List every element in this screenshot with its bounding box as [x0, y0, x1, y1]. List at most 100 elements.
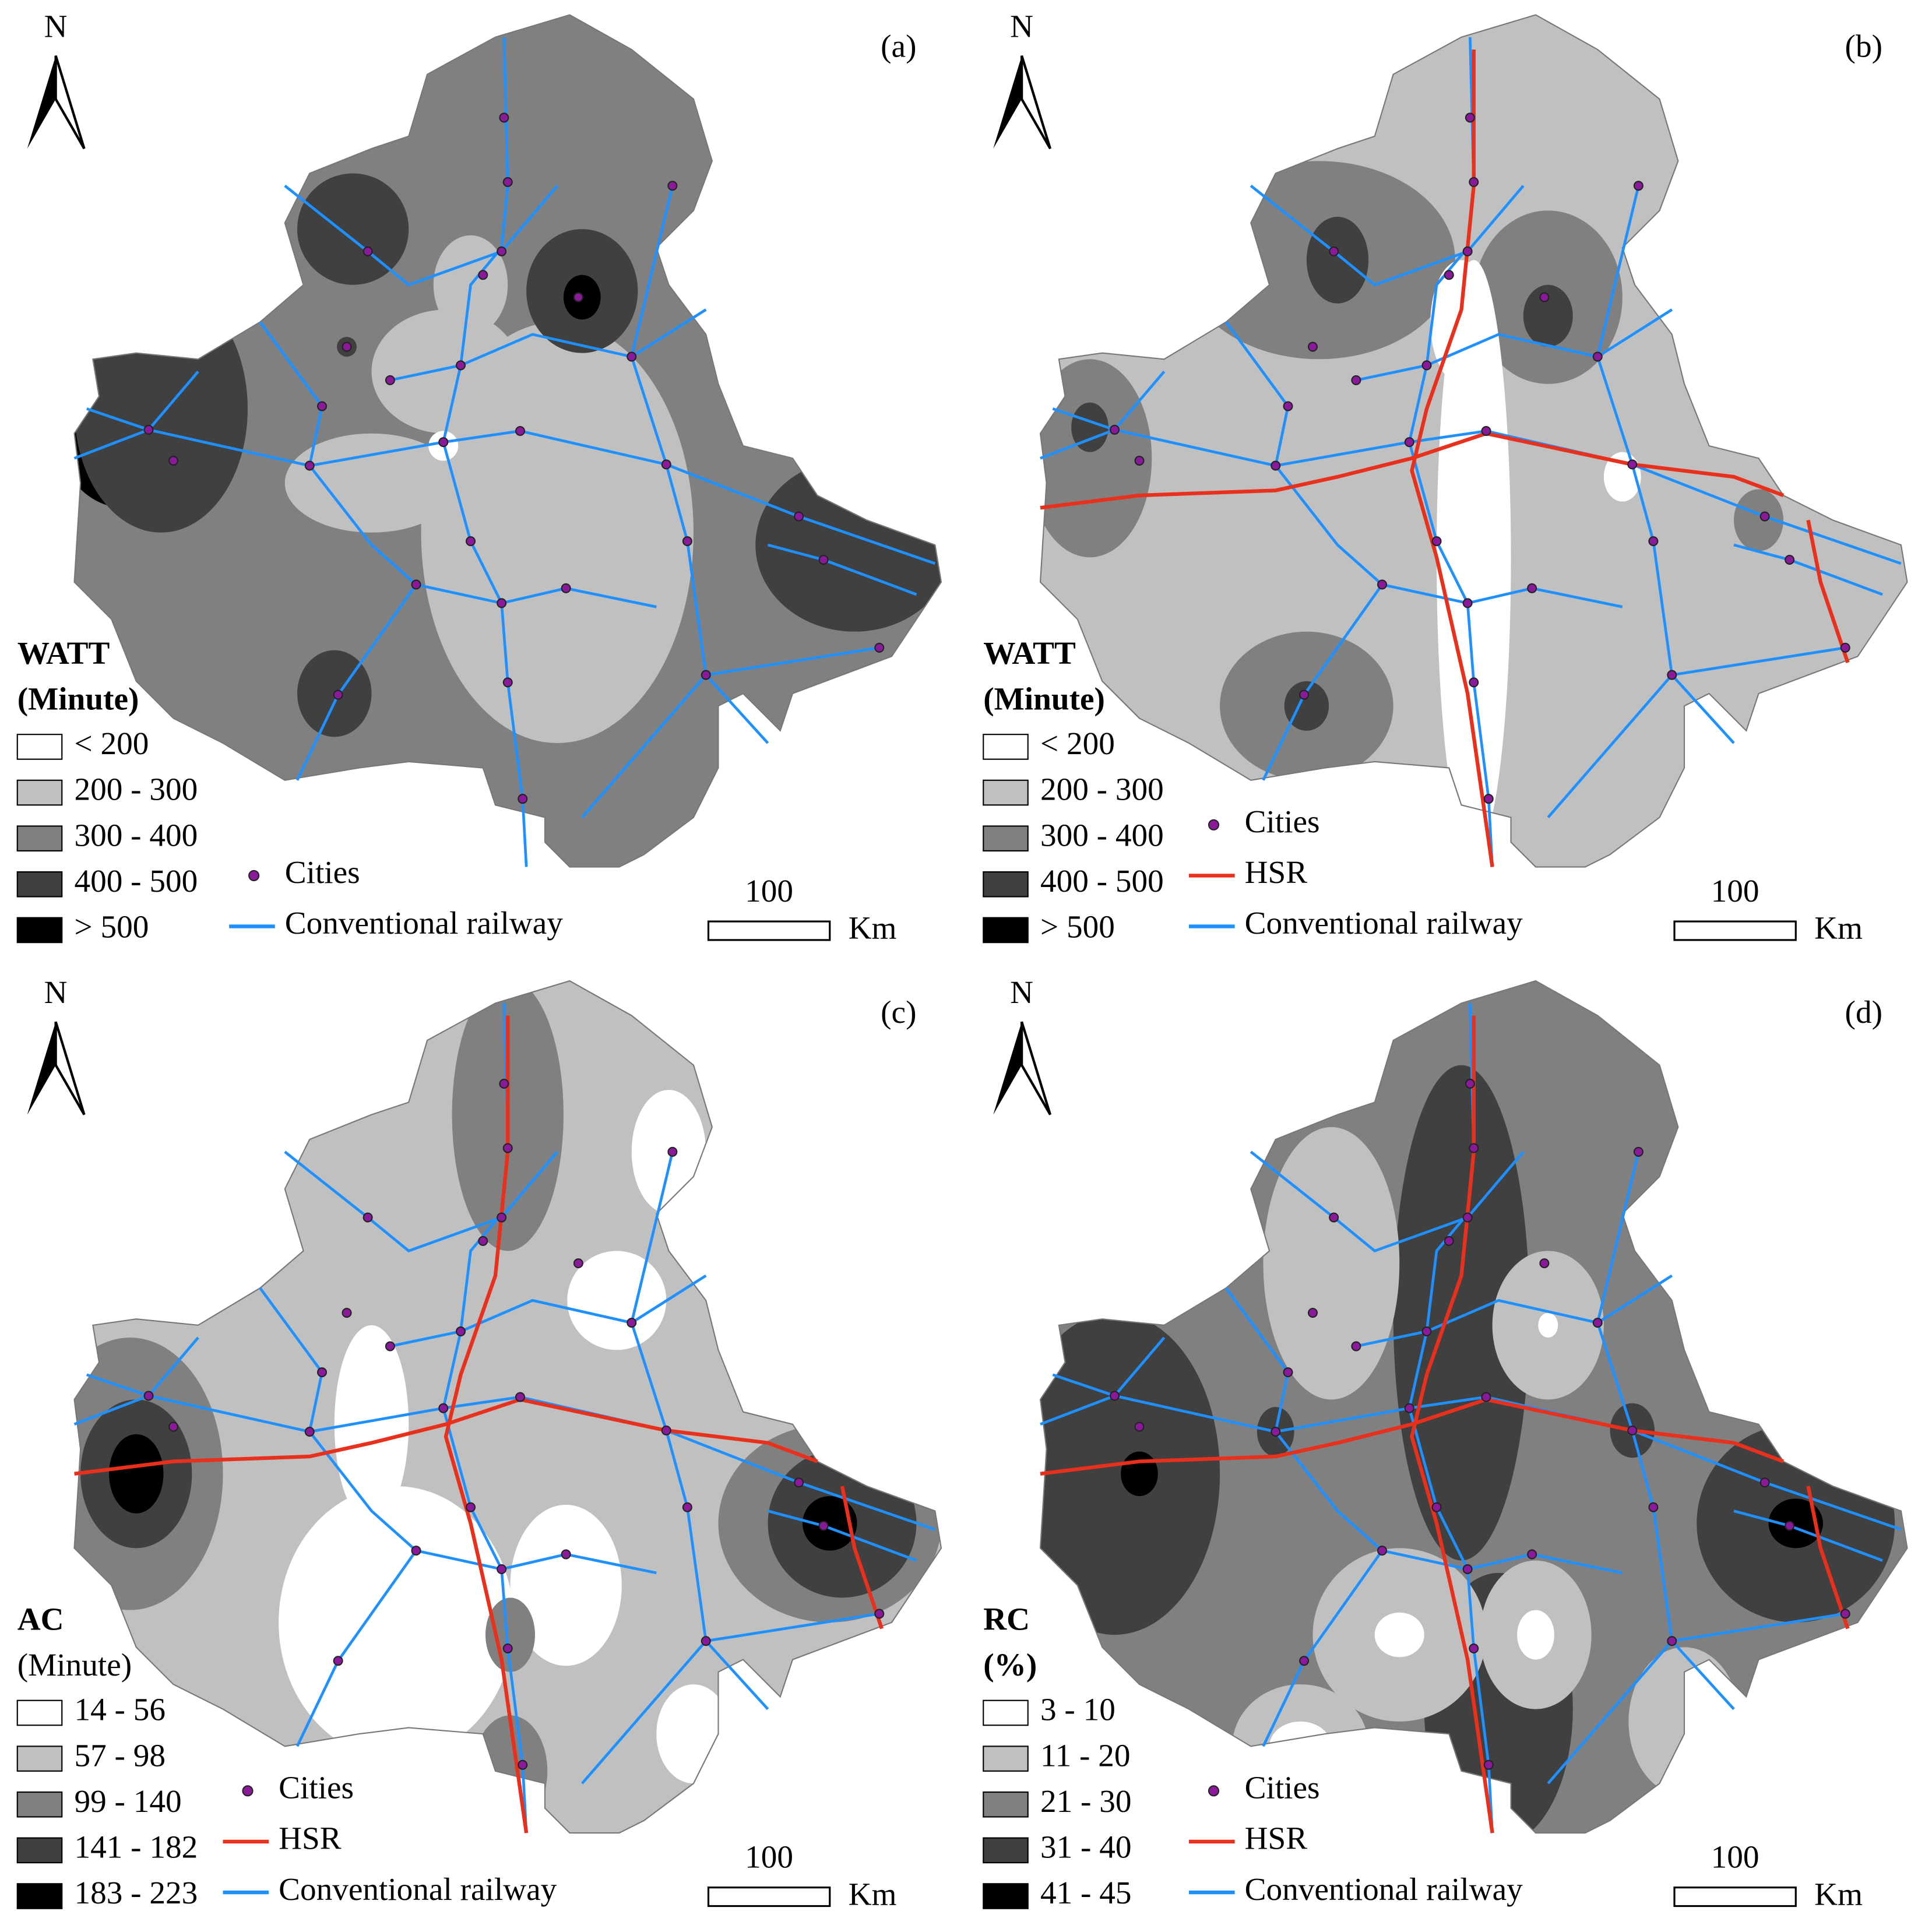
city: [1469, 1143, 1479, 1153]
legend-swatch: [16, 734, 63, 760]
conventional-railway: [1040, 1394, 1902, 1531]
legend-class-label: 200 - 300: [1040, 772, 1164, 807]
city: [317, 401, 327, 411]
legend-class-label: 400 - 500: [1040, 863, 1164, 899]
legend-swatch: [983, 1791, 1029, 1818]
city: [502, 177, 513, 187]
class-area: [1071, 402, 1108, 452]
scale-bar: [707, 920, 831, 941]
city: [342, 1308, 352, 1318]
city: [497, 1564, 507, 1574]
legend-title: AC: [17, 1602, 64, 1637]
city: [627, 351, 637, 362]
city: [497, 246, 507, 256]
hsr-line: [74, 1398, 818, 1476]
city: [1648, 536, 1659, 547]
class-area: [485, 1597, 535, 1672]
legend-class-label: 400 - 500: [75, 863, 198, 899]
conventional-railway: [1356, 308, 1673, 382]
legend-title: WATT: [17, 635, 110, 671]
class-area: [1306, 216, 1369, 304]
north-arrow: [993, 1022, 1022, 1115]
city: [1308, 1308, 1318, 1318]
legend-swatch: [16, 917, 63, 944]
legend-class-label: 31 - 40: [1040, 1829, 1132, 1865]
legend-symbol-label: Cities: [285, 854, 360, 890]
north-arrow: [27, 1022, 56, 1115]
city: [1431, 536, 1442, 547]
city: [1759, 511, 1770, 522]
city: [1271, 1427, 1281, 1437]
hsr-line: [1040, 431, 1785, 510]
city: [1308, 342, 1318, 352]
city: [1469, 177, 1479, 187]
city: [1759, 1477, 1770, 1488]
panel-label: (a): [881, 29, 916, 64]
city: [168, 456, 178, 466]
city: [1527, 1549, 1537, 1560]
north-arrow: [54, 1021, 86, 1115]
conventional-railway: [1596, 185, 1735, 744]
legend-symbol-label: HSR: [279, 1821, 342, 1856]
legend-swatch: [983, 871, 1029, 898]
city: [1633, 1146, 1644, 1157]
city: [1462, 1564, 1473, 1574]
class-area: [1768, 1498, 1823, 1548]
conventional-railway: [389, 1274, 707, 1348]
legend-swatch: [16, 1699, 63, 1726]
scale-bar: [707, 1887, 831, 1908]
city: [478, 270, 488, 280]
class-area: [1430, 260, 1493, 384]
class-area: [1374, 1612, 1424, 1657]
city: [1592, 1318, 1603, 1328]
scale-value: 100: [1711, 1839, 1759, 1875]
city: [1469, 677, 1479, 688]
conventional-railway: [1356, 1274, 1673, 1348]
class-area: [1284, 681, 1329, 731]
legend-class-label: > 500: [1040, 909, 1115, 945]
city: [515, 1392, 525, 1402]
city: [333, 689, 343, 700]
class-area: [284, 433, 459, 533]
hsr-line: [1040, 1398, 1785, 1476]
legend-swatch: [16, 1837, 63, 1864]
legend-class-label: 14 - 56: [75, 1692, 166, 1727]
city: [1351, 375, 1361, 385]
city: [515, 426, 525, 437]
legend-class-label: 3 - 10: [1040, 1692, 1115, 1727]
north-arrow: [1020, 55, 1052, 150]
city: [1648, 1502, 1659, 1512]
scale-bar: [1673, 920, 1797, 941]
city: [502, 1143, 513, 1153]
city: [701, 1636, 711, 1646]
city: [1840, 642, 1850, 653]
north-arrow: [27, 55, 56, 149]
scale-unit: Km: [1814, 1876, 1863, 1911]
map-panel: N (d) RC (%)3 - 10 11 - 20 21 - 30 31 - 40 41 -…: [983, 974, 1908, 1911]
city: [1527, 583, 1537, 593]
city: [518, 1759, 528, 1770]
city: [818, 1521, 829, 1531]
city: [682, 1502, 692, 1512]
legend-class-label: 21 - 30: [1040, 1783, 1132, 1819]
city: [466, 536, 476, 547]
city: [317, 1367, 327, 1378]
city: [342, 342, 352, 352]
legend-class-label: > 500: [75, 909, 149, 945]
city: [794, 1477, 804, 1488]
hsr-line: [1806, 1486, 1850, 1630]
class-area: [755, 458, 941, 632]
map-panel: N (b) WATT (Minute) < 200 200 - 300 300 - 400 4…: [983, 9, 1908, 946]
city: [1481, 1392, 1491, 1402]
class-area: [421, 322, 694, 744]
legend-symbol-label: Conventional railway: [279, 1871, 557, 1907]
city: [1421, 360, 1432, 371]
city: [701, 670, 711, 680]
legend-class-label: 300 - 400: [75, 817, 198, 853]
scale-unit: Km: [1814, 910, 1863, 946]
legend-class-label: 183 - 223: [75, 1875, 198, 1910]
legend-swatch: [983, 779, 1029, 806]
class-area: [510, 1504, 622, 1666]
legend-swatch: [16, 1883, 63, 1909]
map-panel: N (a) WATT (Minute) < 200 200 - 300 300 - 400 4…: [16, 9, 942, 946]
